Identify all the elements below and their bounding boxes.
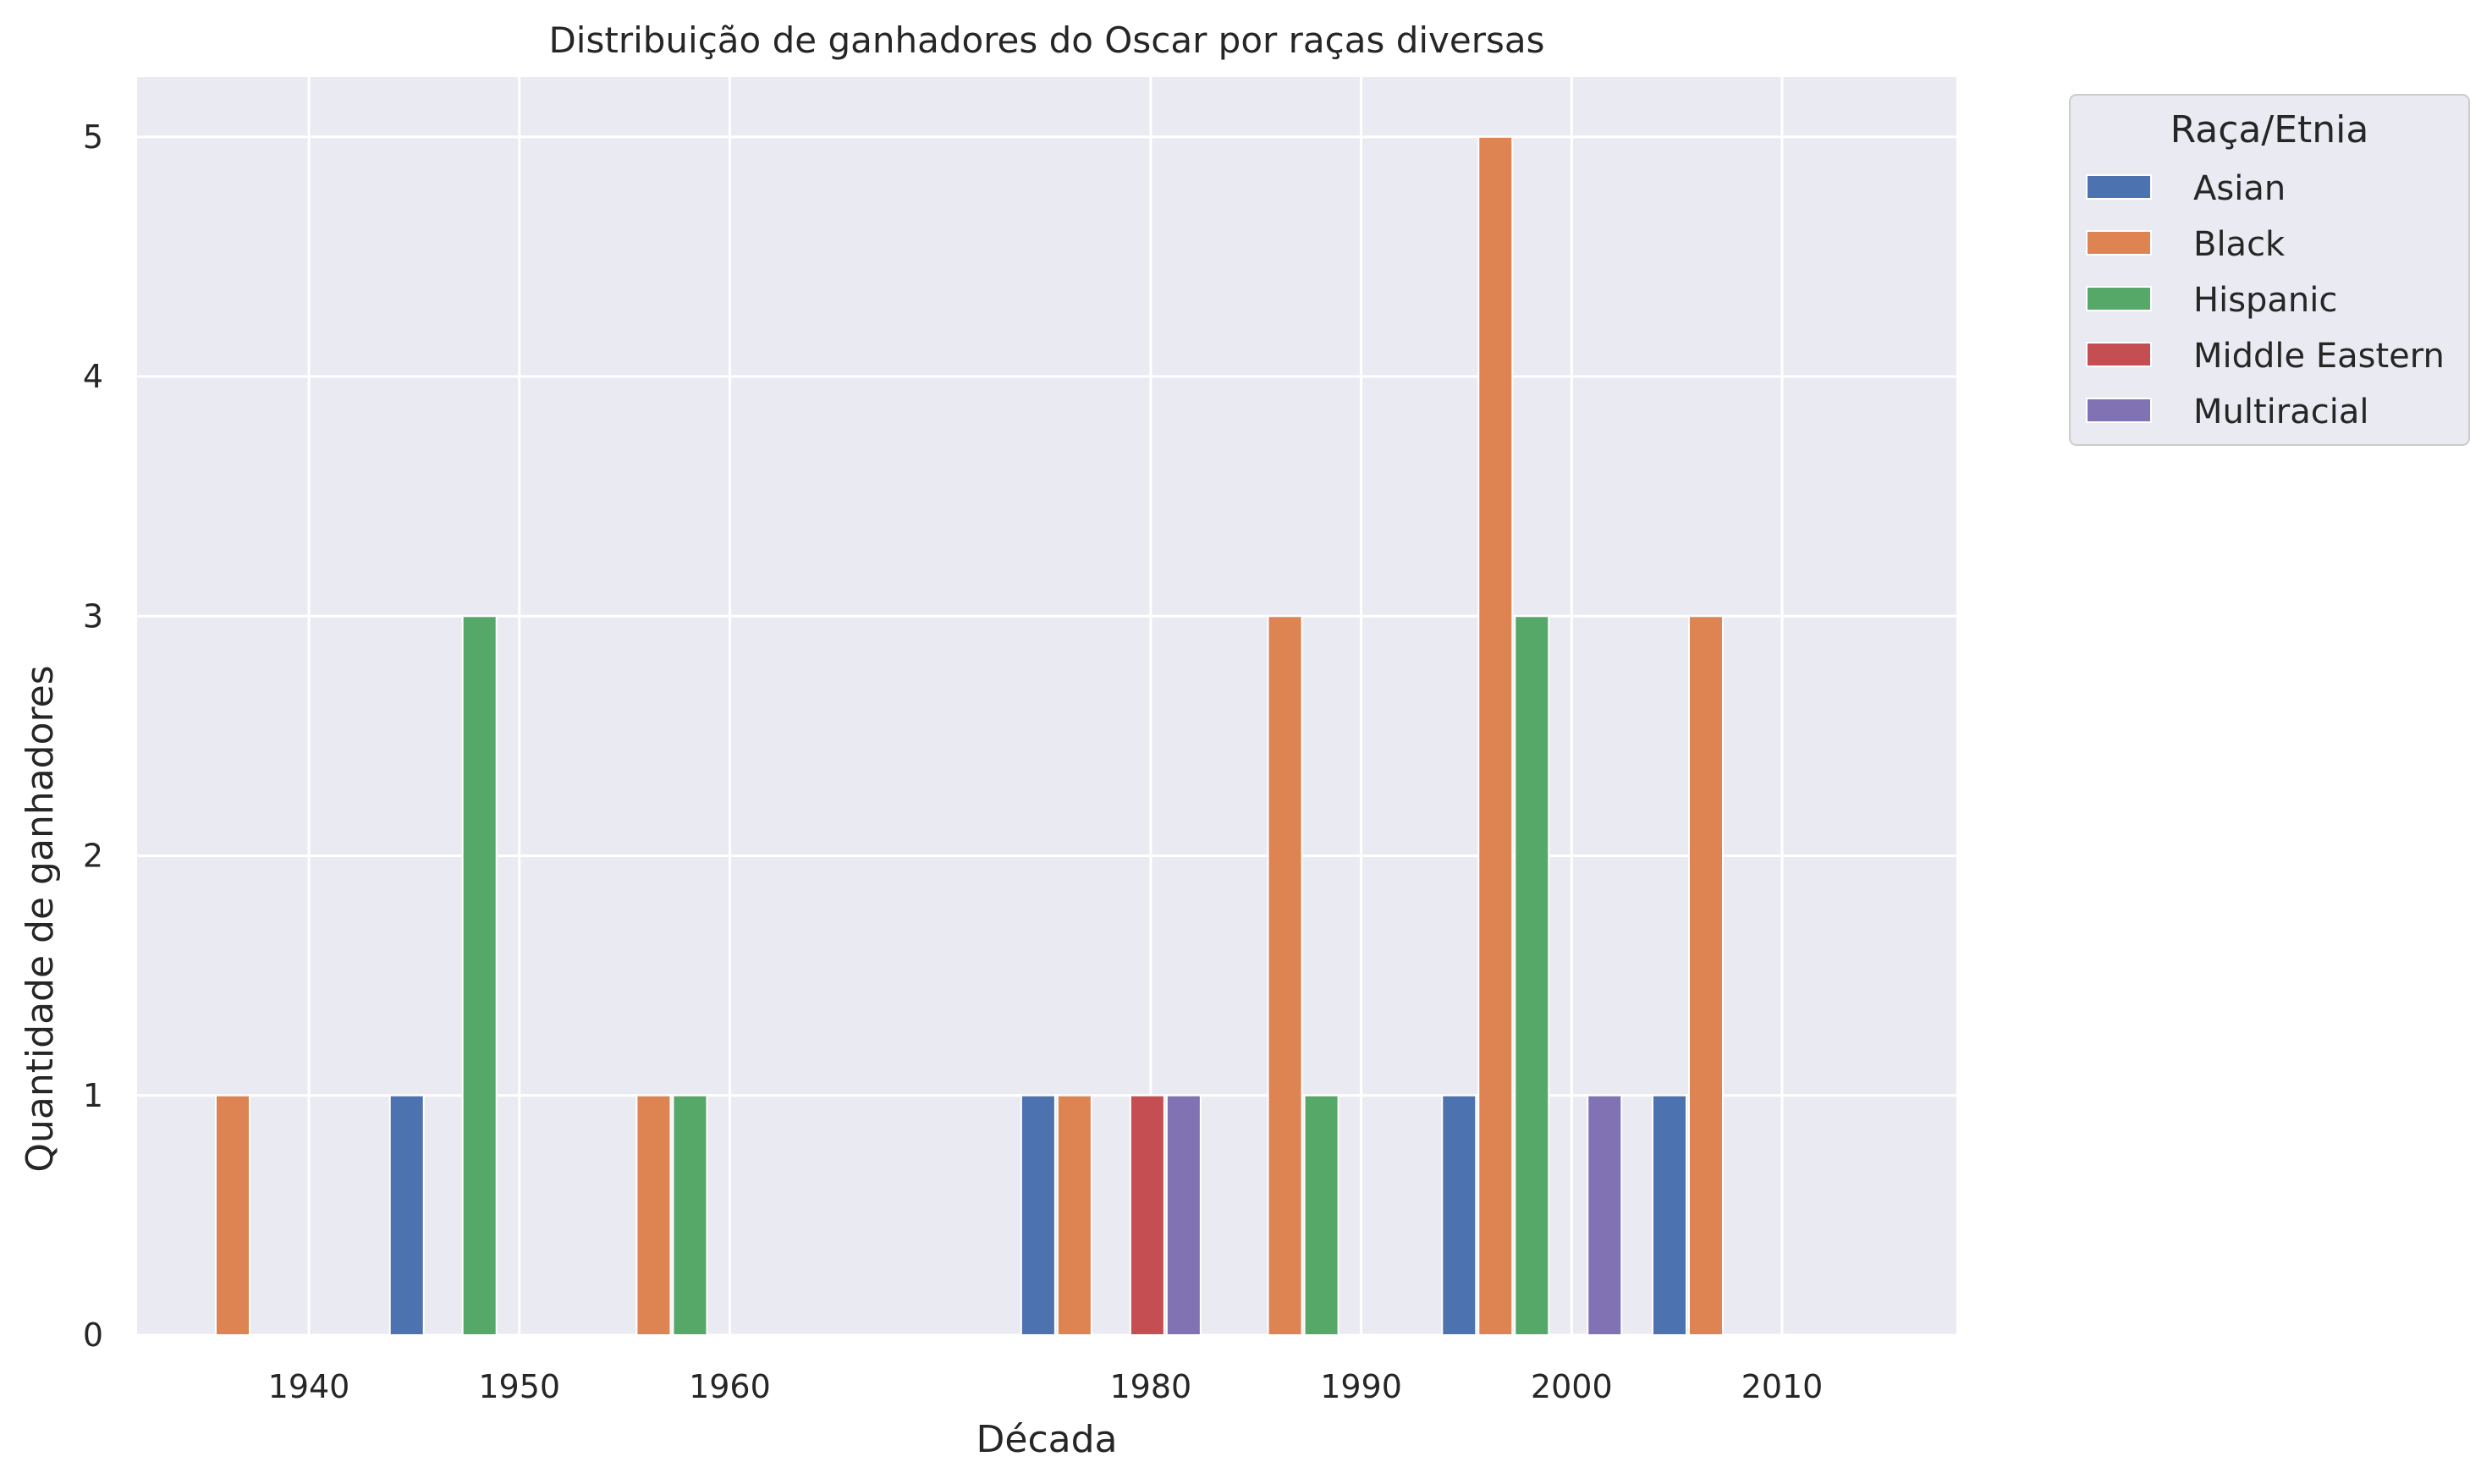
y-axis-ticks: 0 1 2 3 4 5: [83, 118, 103, 1354]
x-tick-label: 1990: [1320, 1368, 1402, 1405]
legend-items: Asian Black Hispanic Middle Eastern Multirac…: [2086, 169, 2445, 431]
bar-hispanic-1960: [672, 1094, 708, 1337]
bar-asian-1950: [388, 1094, 425, 1337]
bar-black-2000: [1477, 135, 1514, 1336]
legend-box: [2069, 94, 2470, 446]
x-tick-label: 2000: [1531, 1368, 1613, 1405]
bars: [215, 135, 1724, 1337]
legend-label: Multiracial: [2193, 393, 2368, 431]
bar-hispanic-1950: [461, 615, 498, 1336]
bar-black-1990: [1267, 615, 1303, 1336]
x-tick-label: 1940: [268, 1368, 350, 1405]
y-tick-label: 5: [83, 118, 103, 156]
bar-multiracial-1980: [1165, 1094, 1202, 1337]
legend-swatch: [2086, 342, 2152, 367]
y-tick-label: 0: [83, 1316, 103, 1354]
bar-asian-1980: [1020, 1094, 1056, 1337]
legend-swatch: [2086, 230, 2152, 256]
bar-asian-2000: [1441, 1094, 1477, 1337]
bar-multiracial-2000: [1587, 1094, 1623, 1337]
legend-label: Hispanic: [2193, 281, 2337, 320]
legend-swatch: [2086, 286, 2152, 311]
y-tick-label: 2: [83, 838, 103, 875]
bar-middle-eastern-1980: [1129, 1094, 1165, 1337]
x-tick-label: 1980: [1109, 1368, 1191, 1405]
x-tick-label: 2010: [1741, 1368, 1824, 1405]
bar-black-1940: [215, 1094, 250, 1337]
y-tick-label: 1: [83, 1077, 103, 1114]
x-tick-label: 1960: [689, 1368, 771, 1405]
y-axis-label: Quantidade de ganhadores: [19, 665, 62, 1172]
chart-title: Distribuição de ganhadores do Oscar por …: [548, 19, 1544, 61]
legend-label: Asian: [2193, 169, 2286, 208]
y-tick-label: 3: [83, 597, 103, 635]
legend-label: Black: [2193, 225, 2286, 264]
legend: Raça/Etnia Asian Black Hispanic Middle East…: [2069, 94, 2470, 446]
legend-label: Middle Eastern: [2193, 337, 2445, 376]
legend-swatch: [2086, 398, 2152, 423]
legend-swatch: [2086, 174, 2152, 200]
x-tick-label: 1950: [478, 1368, 560, 1405]
x-axis-label: Década: [976, 1418, 1118, 1461]
bar-black-2010: [1688, 615, 1724, 1336]
y-tick-label: 4: [83, 358, 103, 395]
bar-black-1960: [635, 1094, 672, 1337]
bar-hispanic-2000: [1514, 615, 1550, 1336]
bar-asian-2010: [1652, 1094, 1687, 1337]
legend-title: Raça/Etnia: [2170, 108, 2369, 151]
bar-hispanic-1990: [1303, 1094, 1340, 1337]
x-axis-ticks: 1940 1950 1960 1980 1990 2000 2010: [268, 1368, 1824, 1405]
bar-black-1980: [1056, 1094, 1092, 1337]
